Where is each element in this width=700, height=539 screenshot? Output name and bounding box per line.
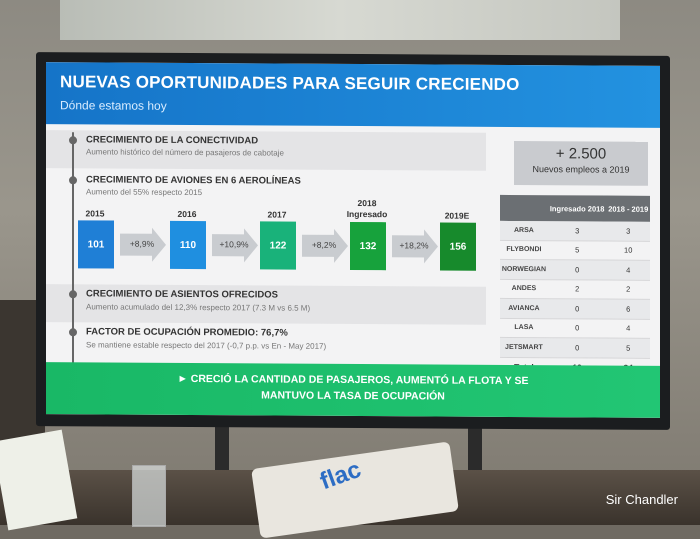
photo-watermark: Sir Chandler	[605, 492, 678, 507]
section-subtitle: Aumento del 55% respecto 2015	[86, 187, 203, 198]
section-subtitle: Se mantiene estable respecto del 2017 (-…	[86, 340, 327, 351]
year-label: 2015	[85, 208, 105, 219]
window	[60, 0, 620, 40]
year-label: 2018 Ingresado	[346, 198, 388, 220]
timeline-bullet	[69, 290, 77, 299]
growth-label: +10,9%	[219, 239, 249, 250]
section-title: CRECIMIENTO DE ASIENTOS OFRECIDOS	[86, 288, 278, 301]
table-row: NORWEGIAN 0 4	[500, 259, 650, 280]
footer-line-1: ► CRECIÓ LA CANTIDAD DE PASAJEROS, AUMEN…	[177, 372, 529, 388]
fleet-box: 110	[170, 220, 206, 270]
kpi-value: + 2.500	[555, 145, 607, 163]
fleet-box: 156	[440, 222, 476, 271]
table-header: Ingresado 2018	[547, 195, 607, 222]
growth-label: +8,2%	[311, 239, 337, 250]
timeline-bullet	[69, 176, 77, 185]
growth-arrow: +8,2%	[302, 228, 348, 263]
airline-table: Ingresado 2018 2018 - 2019 ARSA 3 3 FLYBON…	[500, 194, 650, 378]
fleet-box: 101	[78, 220, 114, 269]
slide-screen: NUEVAS OPORTUNIDADES PARA SEGUIR CRECIEN…	[46, 62, 660, 418]
timeline-bullet	[69, 328, 77, 337]
table-row: ARSA 3 3	[500, 220, 650, 241]
growth-label: +8,9%	[129, 238, 155, 249]
table-row: FLYBONDI 5 10	[500, 239, 650, 261]
growth-label: +18,2%	[399, 240, 429, 251]
timeline-bullet	[69, 136, 77, 145]
table-row: JETSMART 0 5	[500, 337, 650, 358]
growth-arrow: +8,9%	[120, 227, 166, 262]
year-label: 2017	[267, 209, 287, 220]
year-label: 2016	[177, 208, 197, 220]
table-header	[500, 194, 548, 222]
growth-arrow: +10,9%	[212, 228, 258, 263]
section-subtitle: Aumento acumulado del 12,3% respecto 201…	[86, 302, 311, 313]
monitor: NUEVAS OPORTUNIDADES PARA SEGUIR CRECIEN…	[36, 52, 670, 430]
table-row: ANDES 2 2	[500, 278, 650, 300]
table-row: AVIANCA 0 6	[500, 298, 650, 319]
growth-arrow: +18,2%	[392, 229, 438, 264]
footer-line-2: MANTUVO LA TASA DE OCUPACIÓN	[261, 389, 445, 403]
employment-kpi: + 2.500 Nuevos empleos a 2019	[514, 140, 648, 186]
section-subtitle: Aumento histórico del número de pasajero…	[86, 147, 284, 158]
section-title: CRECIMIENTO DE AVIONES EN 6 AEROLÍNEAS	[86, 174, 301, 187]
section-title: FACTOR DE OCUPACIÓN PROMEDIO: 76,7%	[86, 326, 288, 339]
slide-subtitle: Dónde estamos hoy	[60, 98, 167, 113]
slide-footer: ► CRECIÓ LA CANTIDAD DE PASAJEROS, AUMEN…	[46, 362, 660, 418]
table-header: 2018 - 2019	[606, 195, 650, 222]
year-label: 2019E	[444, 210, 470, 221]
fleet-box: 132	[350, 221, 386, 271]
kpi-label: Nuevos empleos a 2019	[532, 164, 630, 175]
fleet-box: 122	[260, 221, 296, 270]
table-row: LASA 0 4	[500, 317, 650, 339]
slide-header: NUEVAS OPORTUNIDADES PARA SEGUIR CRECIEN…	[46, 62, 660, 128]
slide-title: NUEVAS OPORTUNIDADES PARA SEGUIR CRECIEN…	[60, 72, 520, 95]
section-title: CRECIMIENTO DE LA CONECTIVIDAD	[86, 134, 259, 147]
water-glass	[132, 465, 166, 527]
